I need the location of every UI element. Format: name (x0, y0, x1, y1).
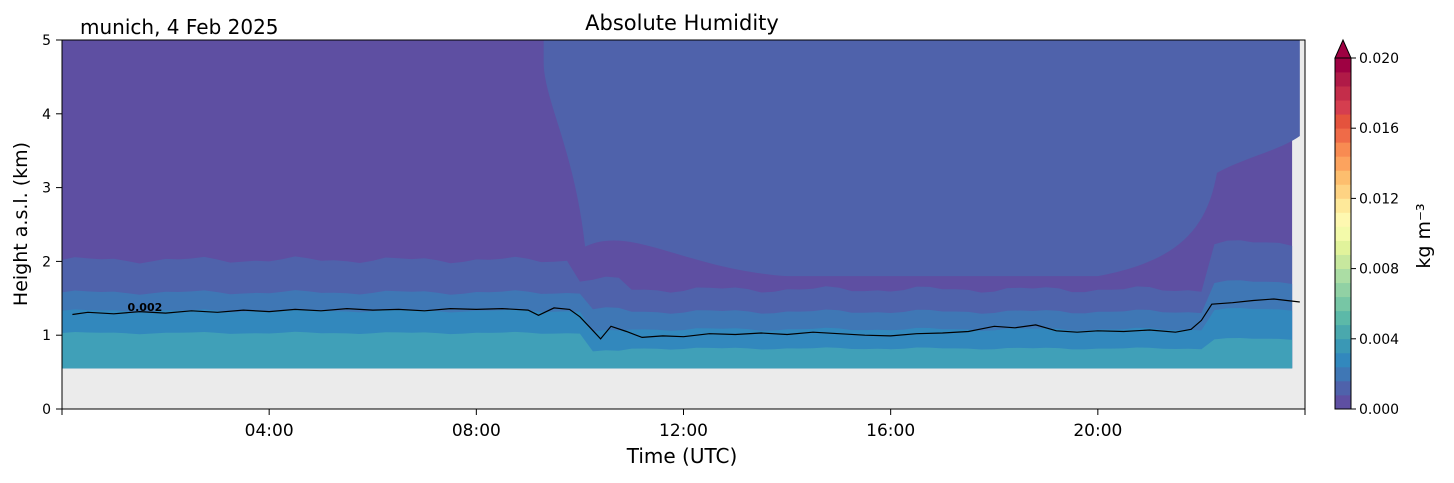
plot-area: 0.002 (61, 39, 1306, 410)
chart-title: Absolute Humidity (585, 11, 779, 35)
layer-near-surface (62, 331, 1293, 369)
y-tick-label: 5 (42, 33, 51, 49)
y-tick-label: 3 (42, 181, 51, 197)
colorbar-segment (1335, 254, 1351, 269)
x-axis: 04:00 08:00 12:00 16:00 20:00 (61, 409, 1306, 441)
colorbar: 0.000 0.004 0.008 0.012 0.016 0.020 (1334, 38, 1399, 418)
colorbar-tick-label: 0.008 (1359, 262, 1399, 278)
layer-upper-midday (543, 40, 1300, 277)
y-tick-label: 4 (42, 107, 51, 123)
colorbar-segment (1335, 128, 1351, 143)
contour-line (72, 298, 1300, 340)
colorbar-segment (1335, 114, 1351, 129)
colorbar-segment (1335, 310, 1351, 326)
colorbar-segment (1335, 58, 1351, 73)
colorbar-tick-label: 0.004 (1359, 332, 1399, 348)
colorbar-segment (1335, 212, 1351, 227)
y-axis-label: Height a.s.l. (km) (10, 142, 32, 306)
colorbar-tick-label: 0.020 (1359, 51, 1399, 67)
colorbar-frame (1334, 57, 1352, 410)
colorbar-segment (1335, 198, 1351, 213)
colorbar-segment (1335, 296, 1351, 312)
colorbar-tick-label: 0.016 (1359, 121, 1399, 137)
colorbar-segment (1335, 380, 1351, 396)
colorbar-extend-arrow (1334, 38, 1352, 59)
colorbar-label: kg m⁻³ (1413, 203, 1435, 268)
contour-label: 0.002 (127, 301, 162, 314)
colorbar-segment (1335, 100, 1351, 115)
colorbar-segment (1335, 170, 1351, 185)
location-date-label: munich, 4 Feb 2025 (80, 15, 279, 39)
colorbar-segment (1335, 72, 1351, 87)
colorbar-segment (1335, 156, 1351, 171)
y-tick-label: 0 (42, 402, 51, 418)
colorbar-segment (1335, 268, 1351, 284)
colorbar-segment (1335, 226, 1351, 241)
colorbar-segment (1335, 86, 1351, 101)
colorbar-segment (1335, 338, 1351, 354)
colorbar-segment (1335, 184, 1351, 199)
colorbar-segment (1335, 324, 1351, 340)
colorbar-segment (1335, 282, 1351, 298)
field-layers: 0.002 (62, 40, 1305, 409)
colorbar-segment (1335, 142, 1351, 157)
x-tick-label: 04:00 (245, 421, 294, 441)
colorbar-tick-label: 0.012 (1359, 191, 1399, 207)
colorbar-segment (1335, 366, 1351, 382)
x-axis-label: Time (UTC) (626, 444, 738, 468)
x-tick-label: 12:00 (659, 421, 708, 441)
y-tick-label: 1 (42, 328, 51, 344)
y-tick-label: 2 (42, 254, 51, 270)
y-axis: 0 1 2 3 4 5 (42, 33, 62, 418)
x-tick-label: 20:00 (1073, 421, 1122, 441)
colorbar-segment (1335, 352, 1351, 368)
colorbar-segment (1335, 394, 1351, 410)
colorbar-segment (1335, 240, 1351, 255)
colorbar-tick-label: 0.000 (1359, 402, 1399, 418)
x-tick-label: 16:00 (866, 421, 915, 441)
x-tick-label: 08:00 (452, 421, 501, 441)
